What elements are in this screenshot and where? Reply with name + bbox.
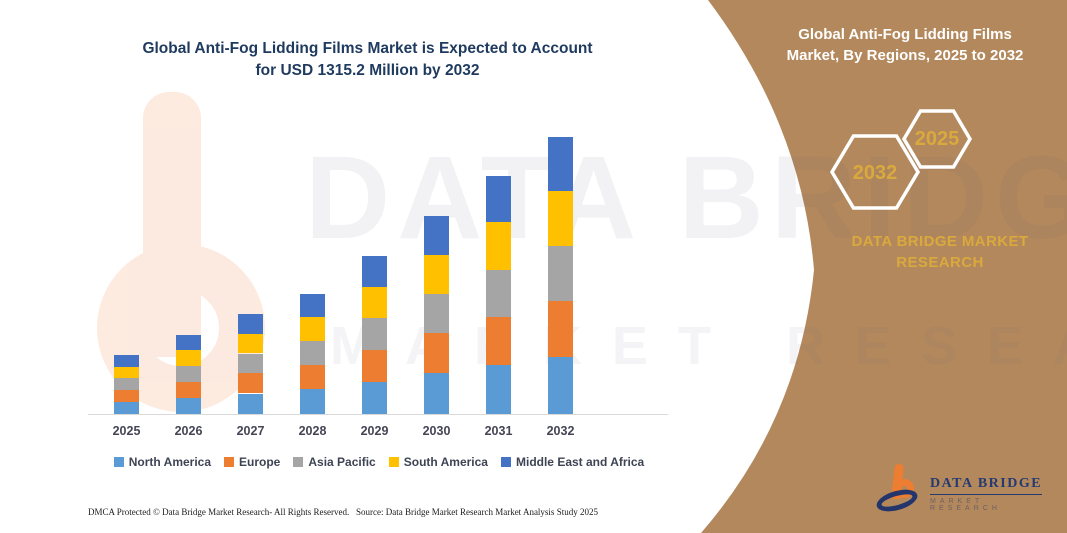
bar-segment-2026-south-america — [176, 350, 201, 366]
bar-segment-2026-middle-east-and-africa — [176, 334, 201, 351]
legend-item-middle-east-and-africa: Middle East and Africa — [500, 455, 645, 469]
data-bridge-logo: DATA BRIDGE MARKET RESEARCH — [874, 462, 1051, 520]
bar-segment-2025-asia-pacific — [114, 378, 139, 390]
bar-segment-2029-north-america — [362, 381, 387, 414]
chart-title: Global Anti-Fog Lidding Films Market is … — [115, 38, 620, 82]
bar-segment-2031-europe — [486, 317, 511, 366]
bar-segment-2026-asia-pacific — [176, 366, 201, 382]
hexagon-2032-icon — [829, 134, 921, 210]
right-panel-title-line2: Market, By Regions, 2025 to 2032 — [786, 47, 1024, 64]
legend-item-north-america: North America — [113, 455, 212, 469]
bar-segment-2028-europe — [300, 365, 325, 390]
bar-segment-2025-north-america — [114, 401, 139, 414]
chart-title-line1: Global Anti-Fog Lidding Films Market is … — [142, 40, 593, 57]
x-axis-label-2025: 2025 — [112, 424, 141, 438]
bar-segment-2027-north-america — [238, 393, 263, 414]
bar-segment-2030-europe — [424, 333, 449, 374]
hexagon-2025-label: 2025 — [915, 128, 960, 150]
chart-legend: North America Europe Asia Pacific South Ame… — [88, 455, 670, 469]
x-axis-label-2029: 2029 — [360, 424, 389, 438]
bar-segment-2029-south-america — [362, 286, 387, 318]
year-hexagon-badges: 2032 2025 — [829, 109, 973, 210]
bar-segment-2031-south-america — [486, 222, 511, 270]
x-axis-line — [88, 414, 668, 415]
bar-segment-2029-europe — [362, 349, 387, 382]
footer-source-note: Source: Data Bridge Market Research Mark… — [356, 507, 598, 517]
legend-label: North America — [128, 455, 212, 469]
bar-segment-2031-asia-pacific — [486, 269, 511, 318]
bar-segment-2027-asia-pacific — [238, 353, 263, 374]
bar-segment-2032-europe — [548, 301, 573, 358]
x-axis-label-2032: 2032 — [546, 424, 575, 438]
bar-segment-2026-europe — [176, 381, 201, 398]
x-axis-label-2026: 2026 — [174, 424, 203, 438]
legend-item-asia-pacific: Asia Pacific — [293, 455, 376, 469]
bar-segment-2030-north-america — [424, 373, 449, 414]
bar-segment-2031-middle-east-and-africa — [486, 175, 511, 223]
bar-segment-2030-middle-east-and-africa — [424, 216, 449, 255]
brand-name-text: DATA BRIDGE MARKET RESEARCH — [851, 233, 1029, 271]
bar-segment-2025-south-america — [114, 366, 139, 379]
bar-segment-2027-south-america — [238, 333, 263, 354]
bar-segment-2032-middle-east-and-africa — [548, 136, 573, 191]
bar-segment-2027-europe — [238, 373, 263, 394]
bar-segment-2028-south-america — [300, 317, 325, 342]
legend-item-europe: Europe — [224, 455, 280, 469]
footer-dmca-notice: DMCA Protected © Data Bridge Market Rese… — [88, 507, 350, 517]
x-axis-label-2031: 2031 — [484, 424, 513, 438]
hexagon-2025-icon — [901, 109, 973, 169]
data-bridge-logo-icon — [874, 463, 922, 516]
bar-segment-2030-asia-pacific — [424, 294, 449, 334]
legend-swatch-icon — [293, 457, 304, 467]
chart-title-line2: for USD 1315.2 Million by 2032 — [255, 62, 480, 79]
legend-swatch-icon — [224, 457, 235, 467]
legend-swatch-icon — [500, 457, 511, 467]
legend-label: Middle East and Africa — [515, 455, 645, 469]
logo-subtitle: MARKET RESEARCH — [930, 498, 1001, 512]
bar-segment-2025-europe — [114, 390, 139, 402]
logo-wordmark: DATA BRIDGE — [930, 476, 1043, 495]
x-axis-label-2027: 2027 — [236, 424, 265, 438]
legend-item-south-america: South America — [388, 455, 488, 469]
bar-segment-2028-north-america — [300, 389, 325, 414]
hexagon-2032-label: 2032 — [853, 162, 898, 184]
x-axis-label-2030: 2030 — [422, 424, 451, 438]
x-axis-label-2028: 2028 — [298, 424, 327, 438]
bar-segment-2031-north-america — [486, 365, 511, 414]
legend-label: South America — [403, 455, 488, 469]
bar-segment-2026-north-america — [176, 397, 201, 414]
right-panel-title-line1: Global Anti-Fog Lidding Films — [798, 26, 1012, 43]
legend-swatch-icon — [113, 457, 124, 467]
legend-label: Asia Pacific — [308, 455, 376, 469]
bar-segment-2029-asia-pacific — [362, 318, 387, 350]
right-panel-title: Global Anti-Fog Lidding Films Market, By… — [755, 24, 1055, 66]
bar-segment-2027-middle-east-and-africa — [238, 314, 263, 334]
bar-segment-2032-asia-pacific — [548, 246, 573, 302]
bar-segment-2025-middle-east-and-africa — [114, 355, 139, 367]
bar-segment-2032-south-america — [548, 190, 573, 246]
bar-segment-2028-middle-east-and-africa — [300, 293, 325, 318]
legend-label: Europe — [239, 455, 281, 469]
bar-segment-2029-middle-east-and-africa — [362, 255, 387, 287]
bar-segment-2030-south-america — [424, 254, 449, 294]
bar-segment-2032-north-america — [548, 357, 573, 414]
bar-segment-2028-asia-pacific — [300, 341, 325, 365]
legend-swatch-icon — [388, 457, 399, 467]
